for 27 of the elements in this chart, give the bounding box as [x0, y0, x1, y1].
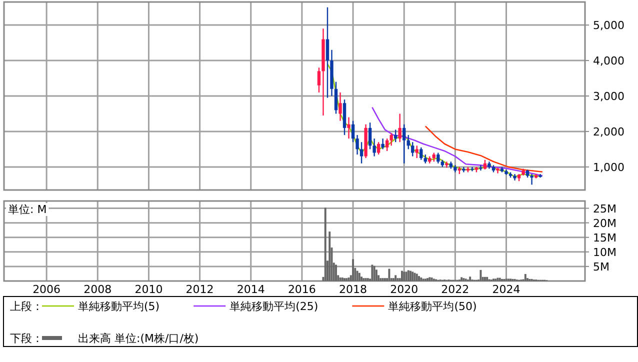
legend-title: 下段： [10, 332, 43, 345]
xtick: 2008 [84, 283, 112, 296]
xtick: 2022 [441, 283, 470, 296]
xtick: 2006 [32, 283, 61, 296]
annotation: 単位: M [8, 203, 47, 216]
ytick: 5M [593, 260, 610, 274]
legend-title: 上段： [10, 300, 43, 313]
legend-label: 単純移動平均(50) [388, 300, 477, 313]
ytick: 20M [593, 216, 616, 230]
legend-label: 出来高 単位:(M株/口/枚) [78, 332, 199, 345]
ytick: 10M [593, 246, 616, 259]
xtick: 2010 [134, 283, 163, 296]
ytick: 2,000 [593, 125, 624, 138]
xtick: 2012 [186, 283, 214, 296]
xtick: 2018 [339, 283, 368, 296]
xtick: 2014 [236, 283, 265, 296]
ytick: 1,000 [593, 160, 624, 174]
ytick: 3,000 [593, 90, 624, 103]
xtick: 2024 [492, 283, 520, 296]
ytick: 4,000 [593, 54, 624, 68]
xtick: 2016 [288, 283, 316, 296]
legend-label: 単純移動平均(5) [78, 300, 160, 313]
ytick: 25M [593, 202, 616, 216]
ytick: 5,000 [593, 19, 624, 32]
ytick: 15M [593, 231, 616, 244]
xtick: 2020 [390, 283, 418, 296]
legend-label: 単純移動平均(25) [230, 300, 318, 313]
